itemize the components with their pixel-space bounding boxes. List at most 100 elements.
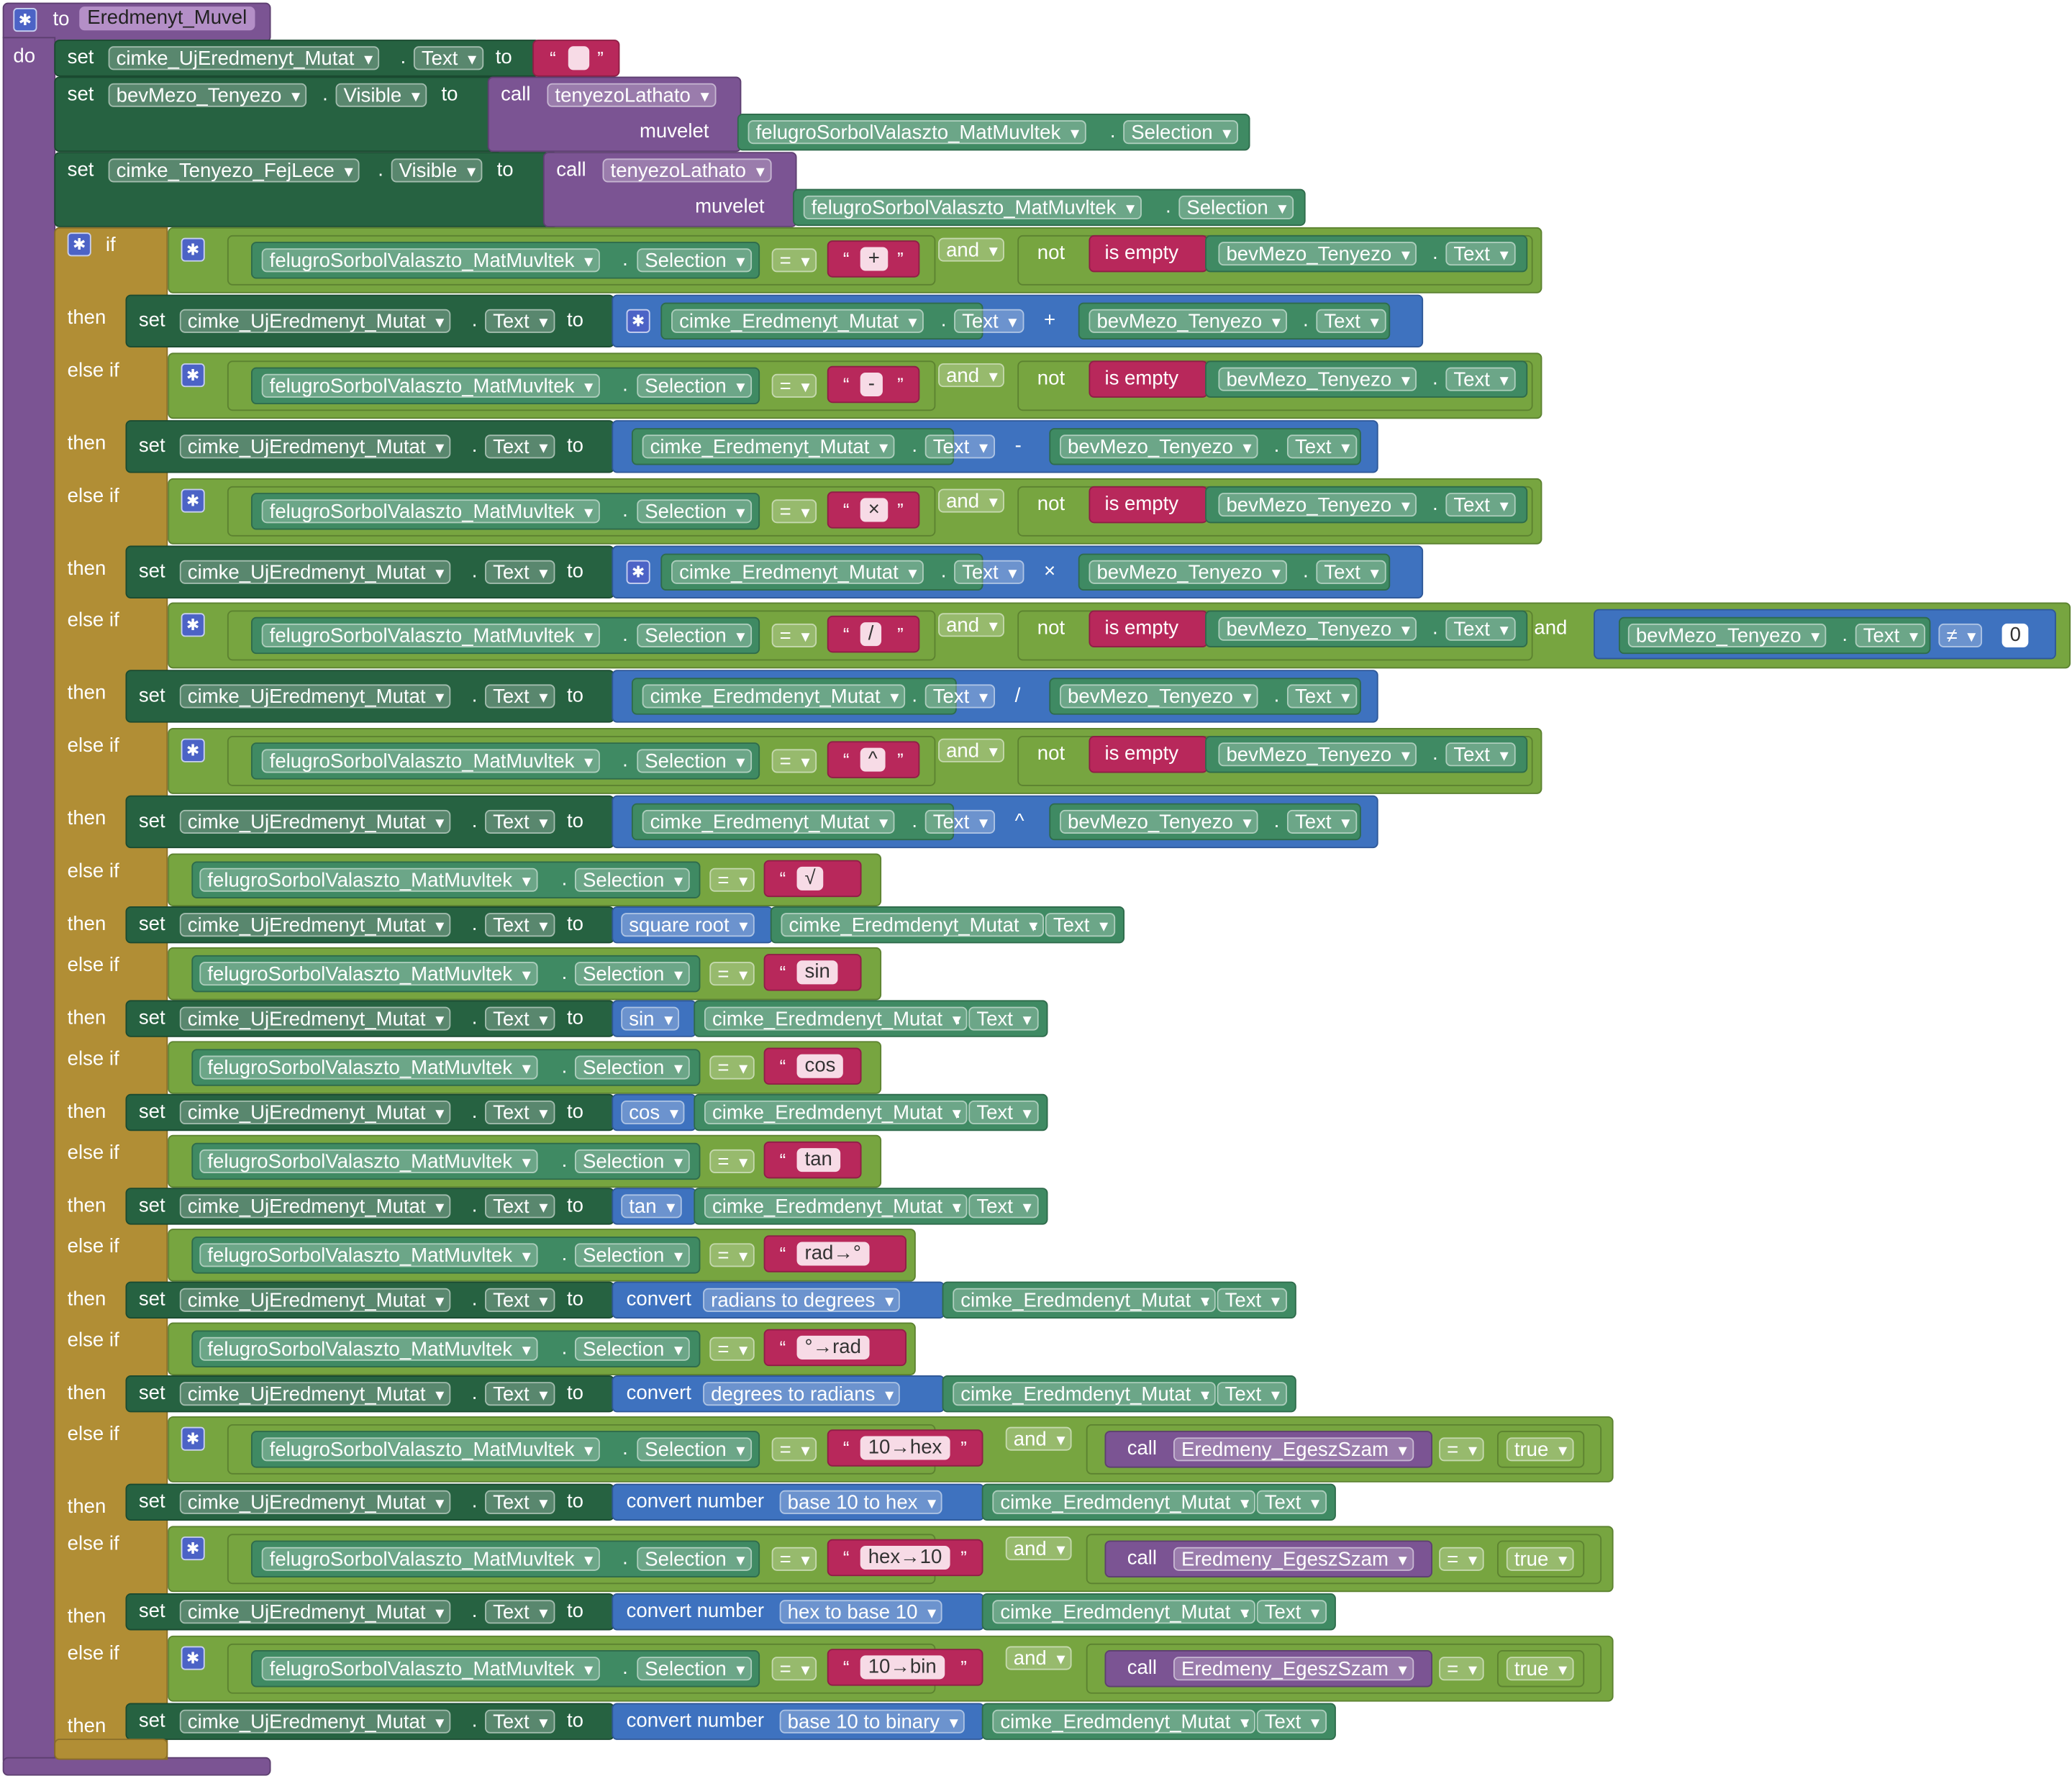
gear-icon[interactable]: ✱ xyxy=(181,1426,205,1451)
component-dropdown[interactable]: cimke_Eredmenyt_Mutat xyxy=(642,809,895,835)
is-empty-block[interactable] xyxy=(1089,610,1208,647)
gear-icon[interactable]: ✱ xyxy=(181,738,205,762)
component-dropdown[interactable]: cimke_Eredmdenyt_Mutat xyxy=(704,1100,968,1126)
component-dropdown[interactable]: cimke_Eredmdenyt_Mutat xyxy=(704,1006,968,1032)
component-dropdown[interactable]: cimke_Eredmenyt_Mutat xyxy=(671,309,924,334)
string-field[interactable]: / xyxy=(860,622,882,647)
math-function-dropdown[interactable]: degrees to radians xyxy=(703,1382,901,1407)
math-function-dropdown[interactable]: radians to degrees xyxy=(703,1288,901,1313)
component-dropdown[interactable]: cimke_UjEredmenyt_Mutat xyxy=(179,1194,451,1219)
component-dropdown[interactable]: bevMezo_Tenyezo xyxy=(1060,809,1258,835)
component-dropdown[interactable]: bevMezo_Tenyezo xyxy=(1089,309,1288,334)
property-dropdown[interactable]: Text xyxy=(485,1288,555,1313)
compare-operator-dropdown[interactable]: = xyxy=(771,499,817,524)
compare-operator-dropdown[interactable]: = xyxy=(771,749,817,774)
component-dropdown[interactable]: cimke_UjEredmenyt_Mutat xyxy=(179,1288,451,1313)
property-dropdown[interactable]: Text xyxy=(1445,367,1515,392)
component-dropdown[interactable]: cimke_UjEredmenyt_Mutat xyxy=(179,1100,451,1126)
component-dropdown[interactable]: cimke_Eredmenyt_Mutat xyxy=(671,560,924,586)
compare-operator-dropdown[interactable]: = xyxy=(771,248,817,273)
component-dropdown[interactable]: cimke_Eredmdenyt_Mutat xyxy=(953,1382,1217,1407)
gear-icon[interactable]: ✱ xyxy=(13,8,37,32)
component-dropdown[interactable]: cimke_Eredmdenyt_Mutat xyxy=(953,1288,1217,1313)
compare-operator-dropdown[interactable]: ≠ xyxy=(1938,623,1983,649)
component-dropdown[interactable]: felugroSorbolValaszto_MatMuvltek xyxy=(199,1336,537,1362)
property-dropdown[interactable]: Text xyxy=(1316,560,1386,586)
property-dropdown[interactable]: Text xyxy=(924,684,995,709)
component-dropdown[interactable]: felugroSorbolValaszto_MatMuvltek xyxy=(199,962,537,987)
component-dropdown[interactable]: bevMezo_Tenyezo xyxy=(1060,684,1258,709)
math-function-dropdown[interactable]: cos xyxy=(621,1100,686,1126)
property-dropdown[interactable]: Visible xyxy=(335,83,427,109)
property-dropdown[interactable]: Selection xyxy=(637,1547,752,1572)
component-dropdown[interactable]: cimke_UjEredmenyt_Mutat xyxy=(179,913,451,938)
property-dropdown[interactable]: Text xyxy=(485,1194,555,1219)
is-empty-block[interactable] xyxy=(1089,360,1208,398)
is-empty-block[interactable] xyxy=(1089,234,1208,273)
gear-icon[interactable]: ✱ xyxy=(181,1536,205,1561)
property-dropdown[interactable]: Text xyxy=(1256,1600,1327,1625)
property-dropdown[interactable]: Text xyxy=(1256,1709,1327,1735)
and-dropdown[interactable]: and xyxy=(938,613,1004,638)
and-dropdown[interactable]: and xyxy=(938,363,1004,388)
compare-operator-dropdown[interactable]: = xyxy=(709,1243,755,1268)
component-dropdown[interactable]: cimke_UjEredmenyt_Mutat xyxy=(179,1006,451,1032)
and-dropdown[interactable]: and xyxy=(1005,1536,1072,1562)
property-dropdown[interactable]: Visible xyxy=(391,158,483,183)
property-dropdown[interactable]: Text xyxy=(485,560,555,586)
component-dropdown[interactable]: bevMezo_Tenyezo xyxy=(1060,434,1258,460)
string-field[interactable]: °→rad xyxy=(796,1335,869,1360)
property-dropdown[interactable]: Text xyxy=(968,1194,1038,1219)
string-field[interactable]: ^ xyxy=(860,747,886,772)
property-dropdown[interactable]: Text xyxy=(485,684,555,709)
component-dropdown[interactable]: cimke_Eredmdenyt_Mutat xyxy=(642,684,906,709)
gear-icon[interactable]: ✱ xyxy=(181,613,205,637)
property-dropdown[interactable]: Text xyxy=(1445,616,1515,642)
component-dropdown[interactable]: cimke_Eredmdenyt_Mutat xyxy=(992,1490,1256,1516)
math-function-dropdown[interactable]: base 10 to hex xyxy=(779,1490,943,1516)
compare-operator-dropdown[interactable]: = xyxy=(771,1547,817,1572)
component-dropdown[interactable]: bevMezo_Tenyezo xyxy=(1218,742,1417,768)
property-dropdown[interactable]: Selection xyxy=(637,499,752,524)
property-dropdown[interactable]: Text xyxy=(413,46,483,71)
property-dropdown[interactable]: Text xyxy=(1045,913,1115,938)
math-function-dropdown[interactable]: square root xyxy=(621,913,755,938)
property-dropdown[interactable]: Text xyxy=(924,434,995,460)
property-dropdown[interactable]: Text xyxy=(485,1382,555,1407)
string-field[interactable]: 10→hex xyxy=(860,1436,950,1460)
property-dropdown[interactable]: Selection xyxy=(637,1437,752,1462)
text-string-block[interactable] xyxy=(827,365,920,404)
component-dropdown[interactable]: felugroSorbolValaszto_MatMuvltek xyxy=(261,1657,600,1682)
property-dropdown[interactable]: Selection xyxy=(574,1336,690,1362)
number-field[interactable]: 0 xyxy=(2001,623,2029,647)
string-field[interactable]: sin xyxy=(796,960,838,985)
property-dropdown[interactable]: Selection xyxy=(637,373,752,399)
component-dropdown[interactable]: cimke_UjEredmenyt_Mutat xyxy=(179,434,451,460)
compare-operator-dropdown[interactable]: = xyxy=(709,962,755,987)
and-dropdown[interactable]: and xyxy=(938,488,1004,514)
component-dropdown[interactable]: cimke_Eredmdenyt_Mutat xyxy=(992,1709,1256,1735)
string-field[interactable]: cos xyxy=(796,1054,844,1078)
property-dropdown[interactable]: Text xyxy=(968,1100,1038,1126)
procedure-dropdown[interactable]: Eredmeny_EgeszSzam xyxy=(1173,1657,1414,1682)
component-dropdown[interactable]: cimke_UjEredmenyt_Mutat xyxy=(179,684,451,709)
compare-operator-dropdown[interactable]: = xyxy=(1439,1657,1484,1682)
and-dropdown[interactable]: and xyxy=(938,738,1004,764)
component-dropdown[interactable]: felugroSorbolValaszto_MatMuvltek xyxy=(803,195,1142,221)
math-function-dropdown[interactable]: tan xyxy=(621,1194,682,1219)
gear-icon[interactable]: ✱ xyxy=(181,363,205,388)
string-field[interactable]: × xyxy=(860,498,888,522)
compare-operator-dropdown[interactable]: = xyxy=(709,867,755,893)
gear-icon[interactable]: ✱ xyxy=(626,309,650,333)
math-function-dropdown[interactable]: base 10 to binary xyxy=(779,1709,965,1735)
property-dropdown[interactable]: Text xyxy=(485,809,555,835)
compare-operator-dropdown[interactable]: = xyxy=(771,373,817,399)
property-dropdown[interactable]: Selection xyxy=(574,1055,690,1080)
component-dropdown[interactable]: felugroSorbolValaszto_MatMuvltek xyxy=(261,248,600,273)
property-dropdown[interactable]: Text xyxy=(924,809,995,835)
compare-operator-dropdown[interactable]: = xyxy=(1439,1547,1484,1572)
component-dropdown[interactable]: cimke_UjEredmenyt_Mutat xyxy=(179,1600,451,1625)
property-dropdown[interactable]: Text xyxy=(485,913,555,938)
component-dropdown[interactable]: felugroSorbolValaszto_MatMuvltek xyxy=(261,1547,600,1572)
component-dropdown[interactable]: felugroSorbolValaszto_MatMuvltek xyxy=(748,120,1086,145)
